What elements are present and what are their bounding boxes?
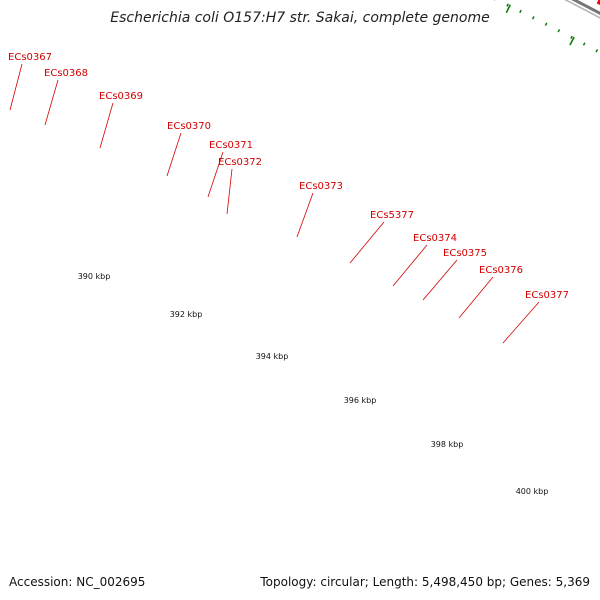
gene-label-lines	[9, 63, 540, 344]
gene-label-line	[392, 244, 428, 287]
gene-label-line	[226, 168, 233, 215]
gene-label-line	[349, 221, 385, 264]
inner-tick-minor	[582, 42, 586, 46]
feature-track-forward	[596, 0, 600, 6]
kbp-label: 394 kbp	[256, 352, 289, 361]
gene-label[interactable]: ECs0369	[99, 91, 143, 102]
gene-label-line	[458, 276, 494, 319]
inner-tick-major	[505, 4, 511, 14]
inner-tick-minor	[544, 22, 548, 26]
gene-label[interactable]: ECs0377	[525, 290, 569, 301]
gene-label-line	[207, 151, 224, 198]
tick-marks	[493, 0, 599, 53]
kbp-label: 396 kbp	[344, 396, 377, 405]
gene-label[interactable]: ECs0368	[44, 68, 88, 79]
genome-backbone	[563, 0, 600, 19]
inner-tick-minor	[595, 49, 599, 53]
inner-tick-minor	[557, 29, 561, 33]
map-labels: 390 kbp 392 kbp 394 kbp 396 kbp 398 kbp 400 k…	[8, 52, 569, 496]
inner-tick-major	[569, 36, 575, 46]
backbone-outer-line	[571, 0, 600, 16]
genome-summary: Topology: circular; Length: 5,498,450 bp…	[260, 575, 590, 589]
gene-label[interactable]: ECs0376	[479, 265, 523, 276]
kbp-label: 390 kbp	[78, 272, 111, 281]
gene-label-line	[422, 259, 458, 301]
kbp-label: 392 kbp	[170, 310, 203, 319]
gene-label[interactable]: ECs0371	[209, 140, 253, 151]
inner-tick-minor	[531, 16, 535, 20]
feature-track-reverse	[39, 0, 600, 21]
inner-tick-minor	[519, 9, 522, 14]
genome-title: Escherichia coli O157:H7 str. Sakai, com…	[110, 10, 490, 26]
gene-label-line	[296, 192, 314, 238]
accession-label: Accession: NC_002695	[9, 575, 146, 589]
kbp-label: 400 kbp	[516, 487, 549, 496]
gene-label-line	[166, 132, 182, 177]
gene-label-line	[44, 79, 59, 126]
gene-label[interactable]: ECs0367	[8, 52, 52, 63]
gene-label[interactable]: ECs0372	[218, 157, 262, 168]
gene-label[interactable]: ECs0374	[413, 233, 457, 244]
gene-label[interactable]: ECs0375	[443, 248, 487, 259]
gene-label-line	[9, 63, 23, 111]
gene-label-line	[99, 102, 114, 149]
forward-cds-13	[596, 0, 600, 6]
inner-tick-minor	[570, 35, 573, 40]
backbone-inner-line	[563, 0, 600, 19]
gene-label[interactable]: ECs0370	[167, 121, 211, 132]
gene-label[interactable]: ECs5377	[370, 210, 414, 221]
gene-label-line	[502, 301, 540, 344]
kbp-label: 398 kbp	[431, 440, 464, 449]
inner-tick-minor	[506, 3, 509, 7]
gene-label[interactable]: ECs0373	[299, 181, 343, 192]
